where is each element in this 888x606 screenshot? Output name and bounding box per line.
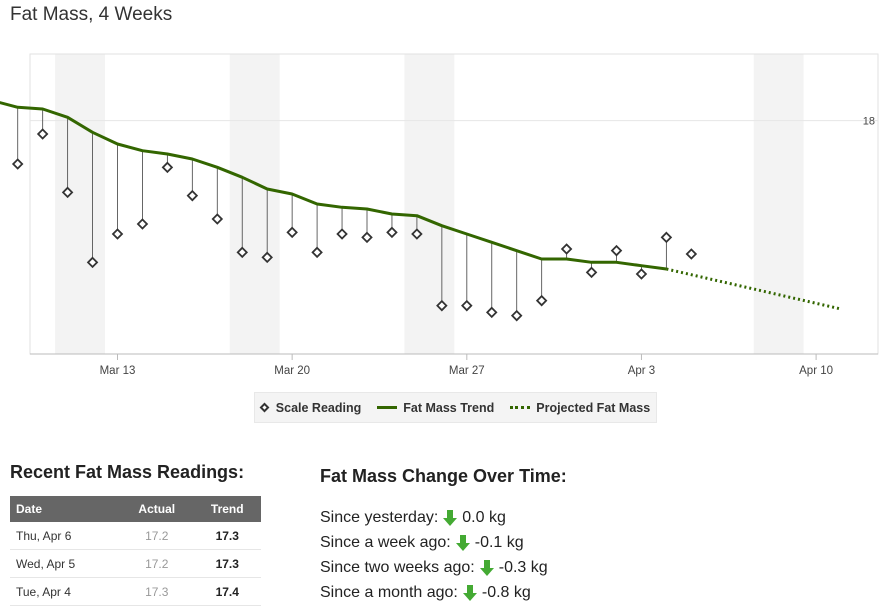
- scale-reading-point: [11, 158, 24, 170]
- legend-item-fat-mass-trend[interactable]: Fat Mass Trend: [377, 401, 494, 415]
- scale-reading-point: [386, 226, 398, 239]
- change-list: Since yesterday: 0.0 kg Since a week ago…: [320, 505, 548, 605]
- change-row: Since a week ago: -0.1 kg: [320, 530, 548, 555]
- change-value: -0.1 kg: [474, 533, 524, 551]
- scale-reading-point: [535, 294, 548, 307]
- x-tick-label: Apr 10: [799, 365, 833, 377]
- table-row: Thu, Apr 6 17.2 17.3: [10, 522, 261, 550]
- scale-reading-point: [510, 309, 523, 322]
- x-tick-label: Mar 27: [449, 365, 485, 377]
- legend-label-scale-reading: Scale Reading: [275, 400, 362, 415]
- reading-trend: 17.4: [193, 577, 261, 606]
- change-value: -0.3 kg: [498, 558, 548, 576]
- column-header-date: Date: [10, 496, 120, 522]
- down-arrow-icon: [479, 559, 494, 576]
- column-header-actual: Actual: [120, 496, 194, 522]
- scale-reading-point: [336, 228, 348, 240]
- fat-mass-chart: 18 Mar 13 Mar 20 Mar 27 Apr 3 Apr 10: [0, 53, 879, 377]
- change-over-time-title: Fat Mass Change Over Time:: [320, 466, 567, 486]
- reading-trend: 17.3: [193, 522, 261, 550]
- weekend-band: [229, 54, 280, 354]
- change-row: Since yesterday: 0.0 kg: [320, 505, 548, 530]
- reading-actual: 17.2: [120, 522, 194, 550]
- scale-reading-point: [635, 268, 648, 280]
- legend-label-fat-mass-trend: Fat Mass Trend: [403, 400, 495, 415]
- recent-readings-table: Date Actual Trend Thu, Apr 6 17.2 17.3 W…: [10, 496, 261, 606]
- change-row: Since two weeks ago: -0.3 kg: [320, 555, 548, 580]
- legend-item-scale-reading[interactable]: Scale Reading: [259, 400, 362, 415]
- scale-reading-point: [286, 226, 298, 239]
- scale-reading-point: [136, 218, 149, 230]
- x-tick-label: Apr 3: [628, 365, 656, 377]
- change-row: Since a month ago: -0.8 kg: [320, 580, 548, 605]
- change-label: Since a month ago:: [320, 583, 458, 601]
- scale-reading-point: [660, 231, 673, 244]
- weekend-band: [55, 54, 106, 354]
- down-arrow-icon: [443, 509, 458, 526]
- reading-date: Tue, Apr 4: [10, 577, 120, 606]
- recent-readings-title: Recent Fat Mass Readings:: [10, 462, 245, 482]
- reading-date: Thu, Apr 6: [10, 522, 120, 550]
- legend-item-projected-fat-mass[interactable]: Projected Fat Mass: [510, 401, 650, 415]
- scale-reading-point: [461, 299, 473, 312]
- change-label: Since yesterday:: [320, 508, 439, 526]
- weekend-band: [404, 54, 455, 354]
- legend-label-projected-fat-mass: Projected Fat Mass: [536, 400, 651, 415]
- scale-reading-point: [311, 246, 323, 259]
- scale-reading-point: [436, 299, 448, 312]
- trend-line: [0, 101, 667, 271]
- solid-line-icon: [377, 406, 398, 409]
- scale-reading-point: [610, 244, 623, 257]
- change-label: Since a week ago:: [320, 533, 451, 551]
- x-tick-label: Mar 13: [100, 365, 136, 377]
- change-value: 0.0 kg: [462, 508, 506, 526]
- reading-date: Wed, Apr 5: [10, 549, 120, 578]
- page-title: Fat Mass, 4 Weeks: [10, 4, 173, 25]
- column-header-trend: Trend: [193, 496, 261, 522]
- scale-reading-point: [361, 231, 373, 244]
- scale-reading-point: [585, 266, 598, 279]
- down-arrow-icon: [455, 534, 470, 551]
- scale-reading-point: [236, 246, 249, 259]
- scale-reading-point: [86, 256, 99, 269]
- scale-reading-point: [485, 306, 498, 319]
- diamond-icon: [259, 402, 270, 413]
- table-header-row: Date Actual Trend: [10, 496, 261, 522]
- scale-reading-point: [685, 248, 698, 260]
- y-tick-label: 18: [863, 116, 875, 128]
- change-label: Since two weeks ago:: [320, 558, 475, 576]
- scale-reading-point: [411, 228, 423, 240]
- scale-reading-point: [111, 228, 124, 240]
- weekend-band: [753, 54, 804, 354]
- scale-reading-point: [261, 251, 273, 264]
- table-row: Wed, Apr 5 17.2 17.3: [10, 549, 261, 578]
- scale-reading-point: [161, 161, 174, 174]
- scale-reading-point: [560, 243, 573, 255]
- reading-trend: 17.3: [193, 549, 261, 578]
- scale-reading-point: [61, 186, 74, 199]
- scale-reading-point: [186, 189, 199, 202]
- x-tick-label: Mar 20: [274, 365, 310, 377]
- reading-actual: 17.2: [120, 549, 194, 578]
- scale-reading-point: [211, 213, 224, 225]
- chart-legend[interactable]: Scale Reading Fat Mass Trend Projected F…: [254, 392, 657, 423]
- dotted-line-icon: [510, 406, 531, 409]
- reading-actual: 17.3: [120, 577, 194, 606]
- table-row: Tue, Apr 4 17.3 17.4: [10, 577, 261, 606]
- scale-reading-point: [36, 128, 49, 140]
- down-arrow-icon: [462, 584, 477, 601]
- change-value: -0.8 kg: [481, 583, 531, 601]
